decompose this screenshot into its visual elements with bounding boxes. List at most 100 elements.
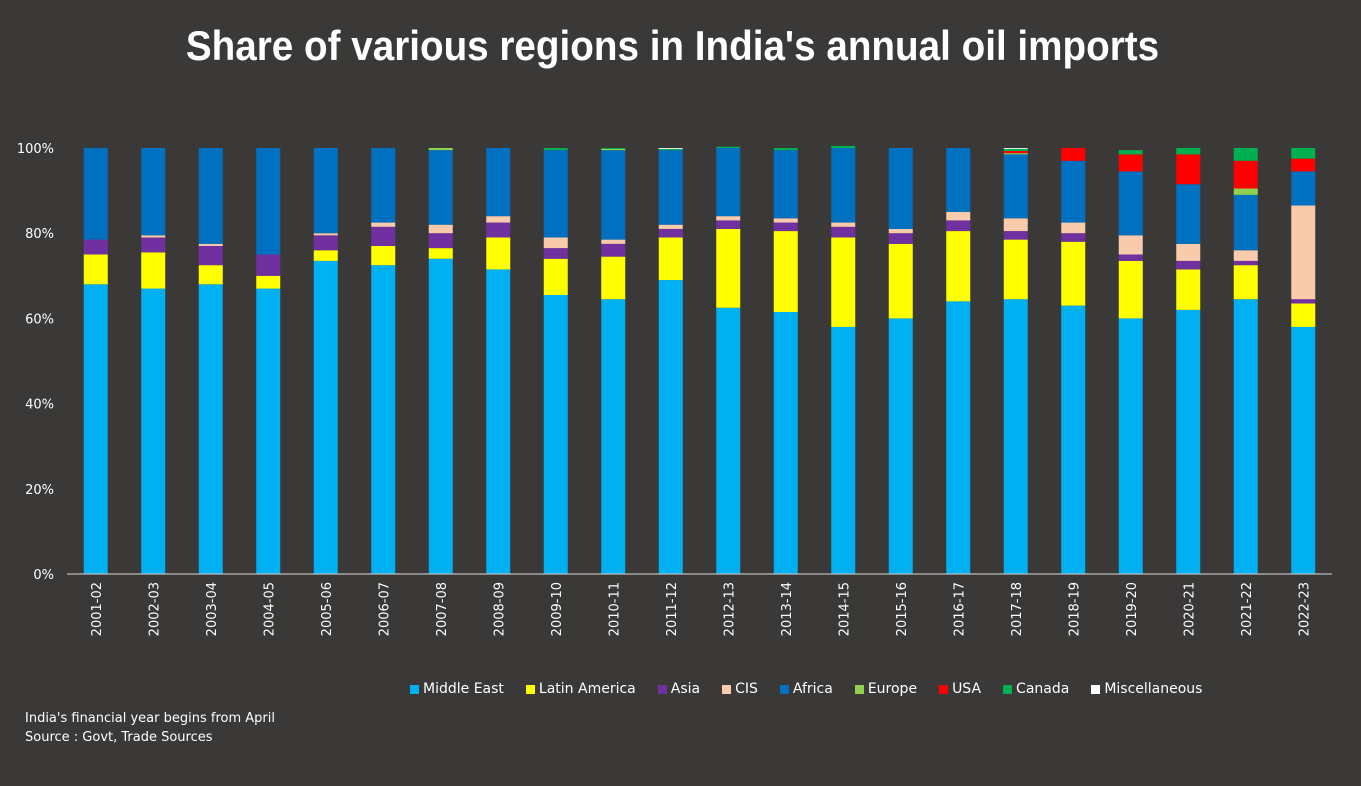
bar-segment	[1176, 243, 1201, 261]
y-tick-label: 60%	[25, 312, 54, 327]
x-tick-label: 2002-03	[147, 582, 162, 636]
bar-segment	[1003, 148, 1028, 149]
bar-segment	[1061, 305, 1086, 574]
legend-label: Latin America	[538, 681, 636, 697]
x-tick-label: 2004-05	[262, 582, 277, 636]
bar-segment	[1291, 158, 1316, 172]
bar-segment	[716, 146, 741, 148]
x-tick-label: 2021-22	[1240, 582, 1255, 636]
bar-segment	[1233, 250, 1258, 261]
bar-segment	[1003, 231, 1028, 240]
bar-segment	[1061, 241, 1086, 306]
bar-segment	[1118, 154, 1143, 172]
bar-segment	[601, 239, 626, 244]
bar-segment	[313, 148, 338, 234]
legend-label: Canada	[1016, 681, 1070, 697]
x-tick-label: 2019-20	[1125, 582, 1140, 636]
bar-segment	[83, 239, 108, 255]
bar-segment	[371, 265, 396, 574]
legend-label: Miscellaneous	[1104, 681, 1203, 697]
bar-segment	[601, 148, 626, 151]
bar-segment	[888, 233, 913, 244]
x-tick-label: 2015-16	[895, 582, 910, 636]
legend-item: Africa	[779, 681, 833, 697]
bar-segment	[658, 228, 683, 238]
bar-segment	[1003, 154, 1028, 219]
bar-segment	[1176, 309, 1201, 574]
bar-segment	[1176, 184, 1201, 244]
bar-segment	[601, 243, 626, 257]
bar-segment	[371, 226, 396, 246]
bar-segment	[198, 284, 223, 574]
y-tick-label: 40%	[25, 398, 54, 413]
bar-segment	[543, 294, 568, 574]
bar-segment	[658, 224, 683, 229]
x-tick-label: 2013-14	[780, 582, 795, 636]
x-tick-label: 2006-07	[377, 582, 392, 636]
legend-label: Europe	[867, 681, 918, 697]
x-tick-label: 2008-09	[492, 582, 507, 636]
bar-segment	[1118, 235, 1143, 255]
bar-segment	[888, 318, 913, 574]
bar-segment	[1233, 260, 1258, 266]
x-tick-label: 2022-23	[1297, 582, 1312, 636]
legend-item: USA	[939, 681, 981, 697]
bar-segment	[486, 237, 511, 270]
bar-segment	[428, 148, 453, 151]
bar-segment	[198, 243, 223, 246]
legend-label: USA	[952, 681, 982, 697]
bar-segment	[658, 148, 683, 149]
bar-segment	[946, 231, 971, 302]
y-tick-label: 80%	[25, 227, 54, 242]
bar-segment	[1233, 265, 1258, 300]
bar-segment	[83, 148, 108, 240]
x-tick-label: 2001-02	[90, 582, 105, 636]
y-tick-label: 100%	[17, 142, 54, 157]
legend-swatch	[410, 684, 419, 694]
bar-segment	[1003, 218, 1028, 232]
bar-segment	[1233, 299, 1258, 574]
bar-segment	[1291, 171, 1316, 206]
bar-segment	[1233, 148, 1258, 161]
legend-swatch	[1091, 684, 1101, 694]
stacked-bar-chart: 0% 20% 40% 60% 80% 100% 2001-02 2002-03 2003-04 2…	[17, 142, 1332, 636]
x-tick-label: 2012-13	[722, 582, 737, 636]
bar-segment	[946, 301, 971, 574]
bar-segment	[1061, 222, 1086, 234]
x-tick-label: 2014-15	[837, 582, 852, 636]
bar-segment	[601, 148, 626, 149]
bar-segment	[1291, 326, 1316, 574]
bar-segment	[773, 231, 798, 313]
legend-swatch	[722, 684, 732, 694]
legend-swatch	[779, 684, 789, 694]
bar-segment	[773, 312, 798, 574]
x-tick-label: 2011-12	[665, 582, 680, 636]
bar-segment	[543, 148, 568, 151]
bar-segment	[371, 148, 396, 223]
legend-item: Latin America	[525, 681, 636, 697]
bar-segment	[543, 248, 568, 259]
bar-segment	[716, 220, 741, 229]
bar-segment	[428, 248, 453, 259]
bar-segment	[831, 222, 856, 227]
bar-segment	[1176, 154, 1201, 185]
bar-segment	[1118, 171, 1143, 236]
bar-segment	[831, 148, 856, 223]
bar-segment	[141, 235, 166, 238]
bar-segment	[256, 254, 281, 276]
bar-segment	[313, 235, 338, 251]
bar-segment	[831, 226, 856, 238]
bar-segment	[1118, 254, 1143, 261]
bar-segment	[1061, 233, 1086, 242]
bar-segment	[658, 237, 683, 281]
bar-segment	[601, 256, 626, 300]
bar-segment	[1291, 205, 1316, 300]
bar-segment	[1003, 153, 1028, 155]
bar-segment	[543, 237, 568, 249]
bar-segment	[371, 245, 396, 266]
bar-segment	[428, 224, 453, 234]
bar-segment	[313, 260, 338, 574]
x-tick-label: 2020-21	[1182, 582, 1197, 636]
x-tick-label: 2010-11	[607, 582, 622, 636]
bar-segment	[831, 145, 856, 148]
